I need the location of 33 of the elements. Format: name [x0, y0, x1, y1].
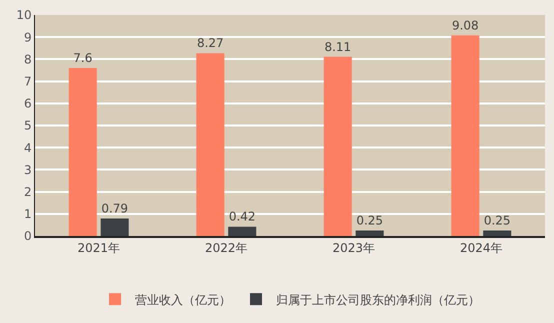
data-label: 8.11 — [324, 40, 352, 54]
y-tick-label: 6 — [24, 96, 32, 111]
y-tick-label: 1 — [24, 207, 32, 222]
legend-label: 归属于上市公司股东的净利润（亿元） — [276, 292, 480, 307]
y-tick-label: 7 — [24, 74, 32, 88]
y-tick-label: 0 — [24, 229, 32, 244]
bar — [68, 68, 97, 236]
y-tick-label: 9 — [24, 30, 32, 44]
x-tick-label: 2022年 — [204, 241, 248, 256]
legend-label: 营业收入（亿元） — [135, 292, 231, 307]
bar — [196, 53, 224, 236]
bar — [356, 230, 384, 236]
y-tick-label: 8 — [24, 52, 32, 66]
data-label: 0.25 — [484, 213, 511, 228]
data-label: 0.79 — [101, 202, 128, 216]
data-label: 0.25 — [356, 213, 384, 228]
y-tick-label: 10 — [16, 8, 32, 22]
bar — [228, 226, 256, 236]
x-tick-label: 2021年 — [77, 241, 120, 256]
bar — [100, 218, 129, 236]
data-label: 8.27 — [196, 36, 224, 50]
y-tick-label: 5 — [24, 118, 32, 133]
x-tick-label: 2024年 — [460, 241, 503, 256]
bar — [451, 35, 480, 236]
y-tick-label: 4 — [24, 140, 32, 155]
y-tick-label: 2 — [24, 185, 32, 199]
x-tick-label: 2023年 — [332, 241, 376, 256]
data-label: 0.42 — [228, 210, 256, 224]
data-label: 7.6 — [73, 51, 92, 66]
bar — [324, 56, 352, 236]
bar — [483, 230, 512, 236]
y-tick-label: 3 — [24, 162, 32, 177]
data-label: 9.08 — [452, 18, 479, 32]
